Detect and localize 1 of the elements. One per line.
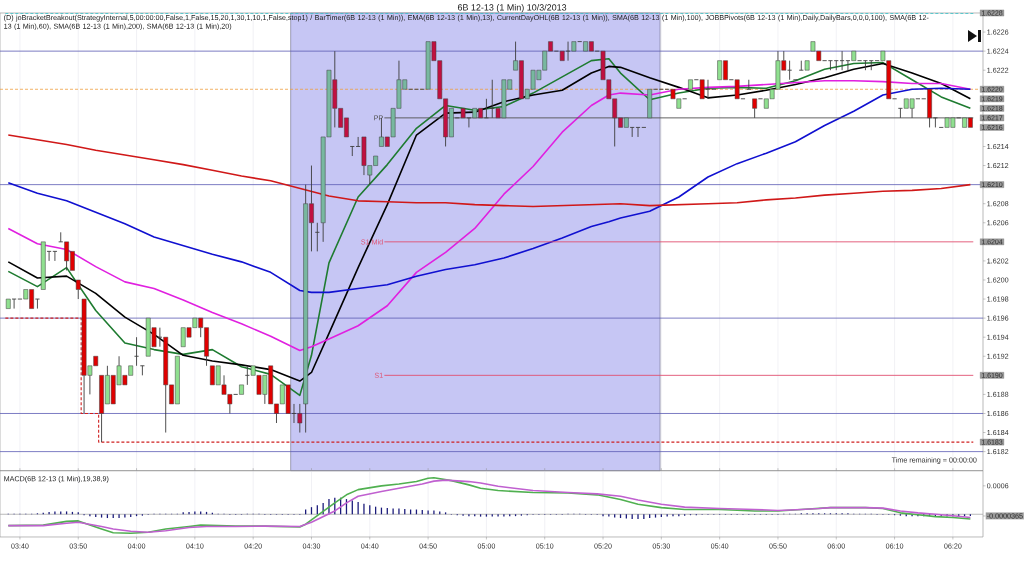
chart-title: 6B 12-13 (1 Min) 10/3/2013 — [457, 4, 567, 13]
